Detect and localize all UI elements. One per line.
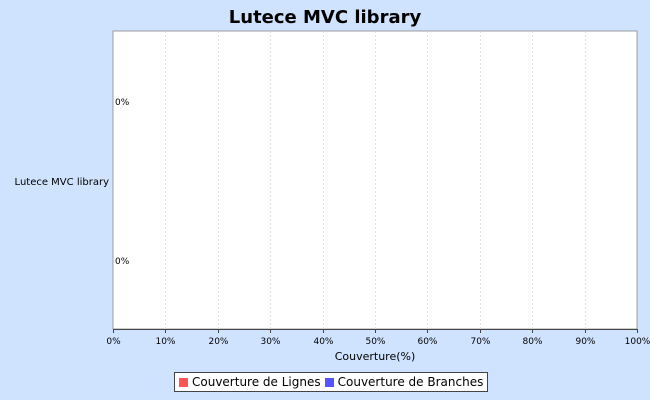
x-axis-label: Couverture(%) [335,350,416,363]
legend-swatch-lines [179,377,188,387]
x-tick-label: 20% [208,337,228,347]
value-label-branches: 0% [115,257,130,267]
grid-lines [165,31,586,329]
legend-item-lines: Couverture de Lignes [179,375,321,389]
legend-item-branches: Couverture de Branches [324,375,484,389]
legend-swatch-branches [324,377,334,387]
x-tick-label: 30% [260,337,280,347]
value-label-lines: 0% [115,98,130,108]
category-label: Lutece MVC library [15,177,110,188]
x-tick-label: 100% [625,337,650,347]
x-tick-label: 90% [575,337,595,347]
plot-area [112,30,638,330]
chart-title: Lutece MVC library [229,7,422,28]
x-tick-label: 60% [417,337,437,347]
x-tick-label: 10% [155,337,175,347]
legend: Couverture de Lignes Couverture de Branc… [174,372,489,392]
x-tick-label: 50% [365,337,385,347]
legend-label-branches: Couverture de Branches [337,375,484,389]
legend-label-lines: Couverture de Lignes [192,375,321,389]
x-tick-label: 40% [313,337,333,347]
x-tick-label: 0% [106,337,121,347]
x-tick-label: 80% [522,337,542,347]
x-axis: 0% 10% 20% 30% 40% 50% 60% 70% 80% 90% 100% [106,329,650,347]
x-tick-label: 70% [470,337,490,347]
